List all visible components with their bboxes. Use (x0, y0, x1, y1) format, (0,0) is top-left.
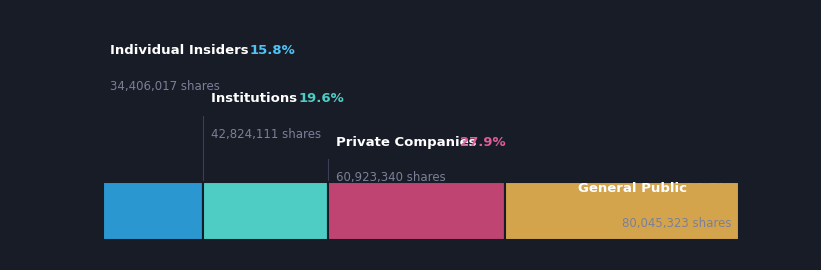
Text: 80,045,323 shares: 80,045,323 shares (621, 217, 732, 230)
Bar (328, 182, 506, 240)
Text: General Public: General Public (578, 181, 687, 195)
Bar (103, 182, 203, 240)
Text: 34,406,017 shares: 34,406,017 shares (110, 80, 220, 93)
Text: 36.7%: 36.7% (681, 181, 732, 195)
Text: 60,923,340 shares: 60,923,340 shares (336, 171, 445, 184)
Text: 27.9%: 27.9% (460, 136, 506, 149)
Text: Individual Insiders: Individual Insiders (110, 44, 254, 57)
Text: 15.8%: 15.8% (250, 44, 295, 57)
Text: Private Companies: Private Companies (336, 136, 480, 149)
Bar (203, 182, 328, 240)
Text: 19.6%: 19.6% (299, 92, 344, 105)
Bar (506, 182, 739, 240)
Text: 42,824,111 shares: 42,824,111 shares (211, 127, 321, 140)
Text: Institutions: Institutions (211, 92, 301, 105)
